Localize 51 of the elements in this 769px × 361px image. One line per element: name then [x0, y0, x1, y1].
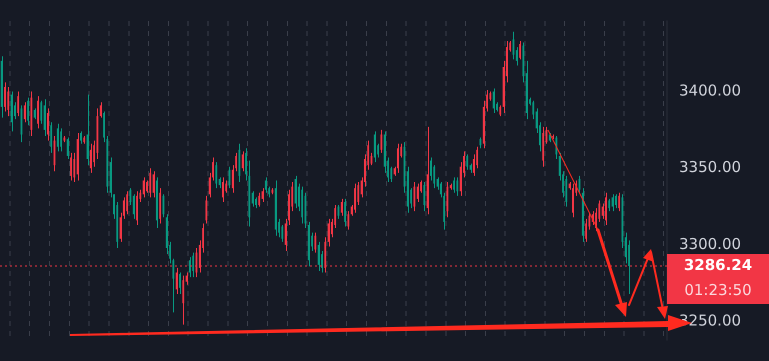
- candlestick: [413, 182, 416, 212]
- candlestick: [380, 129, 382, 154]
- candlestick: [555, 136, 558, 160]
- y-tick-label: 3400.00: [679, 81, 742, 100]
- candlestick: [70, 152, 72, 181]
- candlestick: [80, 130, 82, 144]
- candlestick: [188, 256, 191, 278]
- candlestick: [480, 137, 482, 149]
- candlestick: [179, 272, 181, 294]
- candlestick: [76, 132, 79, 181]
- candlestick: [595, 208, 597, 232]
- candlestick: [222, 176, 224, 202]
- candlestick: [338, 204, 340, 220]
- candlestick: [4, 82, 6, 112]
- candlestick: [426, 126, 429, 215]
- candlestick: [430, 156, 432, 181]
- candlestick: [60, 128, 62, 152]
- candlestick: [612, 194, 614, 212]
- candlestick: [512, 31, 514, 60]
- candlestick: [46, 108, 49, 142]
- y-tick-label: 3300.00: [679, 234, 742, 253]
- ref-line-label: 3286.24: [684, 256, 752, 274]
- candlestick: [205, 195, 208, 224]
- candlestick: [262, 188, 264, 202]
- candlestick: [44, 98, 46, 137]
- candlestick: [354, 183, 356, 214]
- candlestick: [27, 97, 29, 126]
- y-tick-label: 3350.00: [679, 158, 742, 176]
- candlestick: [318, 241, 320, 272]
- candlestick: [453, 176, 455, 194]
- candlestick: [86, 94, 89, 166]
- candlestick: [162, 194, 164, 218]
- candlestick: [142, 176, 145, 198]
- candlestick: [228, 166, 230, 189]
- candlestick: [578, 175, 580, 194]
- candlestick: [605, 192, 607, 226]
- candlestick: [344, 198, 346, 228]
- candlestick: [37, 96, 39, 129]
- candlestick: [0, 56, 3, 118]
- candlestick: [618, 192, 620, 212]
- candlestick: [396, 143, 399, 174]
- candlestick: [585, 218, 588, 242]
- candlestick: [10, 91, 13, 132]
- candlestick: [519, 40, 521, 60]
- candlestick: [126, 190, 128, 215]
- candlestick: [176, 267, 178, 294]
- text: 01:23:50: [684, 280, 752, 299]
- candlestick: [152, 170, 155, 198]
- candlestick: [294, 175, 297, 209]
- candlestick: [492, 88, 495, 114]
- candlestick: [347, 210, 350, 230]
